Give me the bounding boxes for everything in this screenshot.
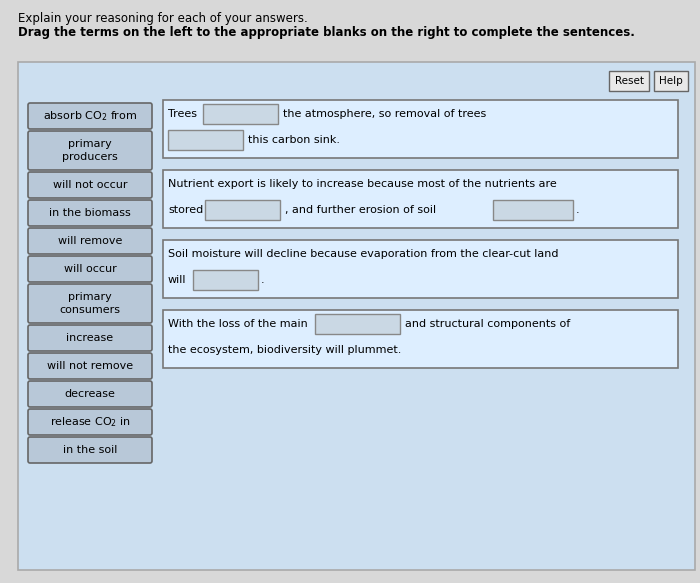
Text: Reset: Reset [615,76,643,86]
Text: Explain your reasoning for each of your answers.: Explain your reasoning for each of your … [18,12,308,25]
Text: increase: increase [66,333,113,343]
Text: .: . [261,275,265,285]
FancyBboxPatch shape [168,130,243,150]
FancyBboxPatch shape [205,200,280,220]
FancyBboxPatch shape [315,314,400,334]
Text: Drag the terms on the left to the appropriate blanks on the right to complete th: Drag the terms on the left to the approp… [18,26,635,39]
Text: will not remove: will not remove [47,361,133,371]
FancyBboxPatch shape [493,200,573,220]
FancyBboxPatch shape [28,172,152,198]
FancyBboxPatch shape [609,71,649,91]
FancyBboxPatch shape [28,256,152,282]
FancyBboxPatch shape [163,310,678,368]
Text: decrease: decrease [64,389,116,399]
FancyBboxPatch shape [654,71,688,91]
Text: With the loss of the main: With the loss of the main [168,319,308,329]
Text: Nutrient export is likely to increase because most of the nutrients are: Nutrient export is likely to increase be… [168,179,556,189]
FancyBboxPatch shape [28,103,152,129]
Text: Soil moisture will decline because evaporation from the clear-cut land: Soil moisture will decline because evapo… [168,249,559,259]
Text: this carbon sink.: this carbon sink. [248,135,340,145]
Text: the ecosystem, biodiversity will plummet.: the ecosystem, biodiversity will plummet… [168,345,401,355]
FancyBboxPatch shape [163,240,678,298]
FancyBboxPatch shape [163,170,678,228]
Text: will not occur: will not occur [52,180,127,190]
Text: will occur: will occur [64,264,116,274]
Text: primary
producers: primary producers [62,139,118,161]
Text: will: will [168,275,186,285]
Text: in the soil: in the soil [63,445,117,455]
Text: in the biomass: in the biomass [49,208,131,218]
Text: Help: Help [659,76,683,86]
FancyBboxPatch shape [28,325,152,351]
Text: , and further erosion of soil: , and further erosion of soil [285,205,436,215]
FancyBboxPatch shape [28,437,152,463]
FancyBboxPatch shape [193,270,258,290]
FancyBboxPatch shape [28,409,152,435]
Text: .: . [576,205,580,215]
FancyBboxPatch shape [28,353,152,379]
Text: and structural components of: and structural components of [405,319,570,329]
FancyBboxPatch shape [163,100,678,158]
Text: will remove: will remove [58,236,122,246]
Text: release CO$_2$ in: release CO$_2$ in [50,415,130,429]
Text: primary
consumers: primary consumers [60,292,120,315]
Text: absorb CO$_2$ from: absorb CO$_2$ from [43,109,137,123]
FancyBboxPatch shape [28,200,152,226]
FancyBboxPatch shape [28,228,152,254]
FancyBboxPatch shape [28,381,152,407]
FancyBboxPatch shape [203,104,278,124]
FancyBboxPatch shape [18,62,695,570]
Text: stored: stored [168,205,203,215]
FancyBboxPatch shape [28,131,152,170]
Text: Trees: Trees [168,109,197,119]
FancyBboxPatch shape [28,284,152,323]
Text: the atmosphere, so removal of trees: the atmosphere, so removal of trees [283,109,486,119]
